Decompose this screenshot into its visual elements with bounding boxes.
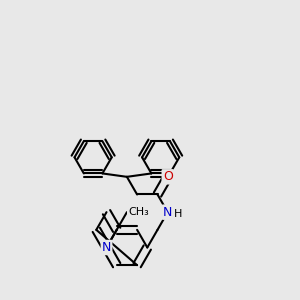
Text: O: O <box>163 170 172 183</box>
Text: N: N <box>102 241 111 254</box>
Text: CH₃: CH₃ <box>128 207 149 217</box>
Text: N: N <box>163 206 172 219</box>
Text: H: H <box>174 209 183 219</box>
